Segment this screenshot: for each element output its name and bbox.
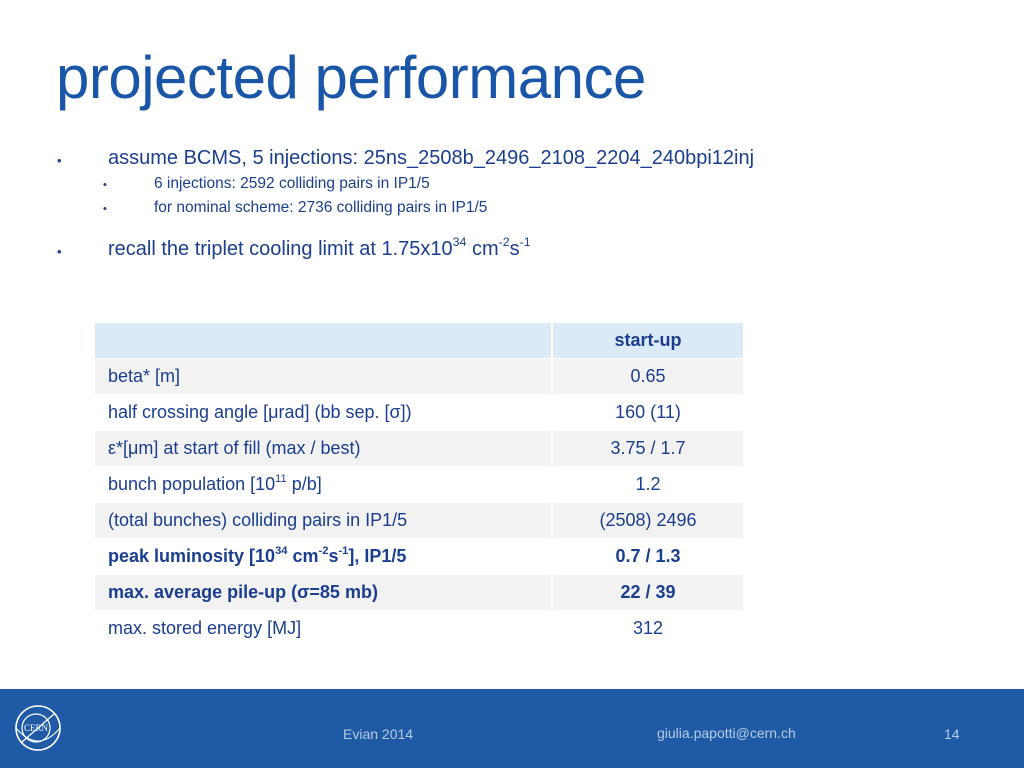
table-row: max. average pile-up (σ=85 mb) 22 / 39 bbox=[93, 574, 745, 611]
row-label: max. stored energy [MJ] bbox=[93, 610, 553, 647]
cern-logo: CERN bbox=[15, 705, 61, 751]
table-header-row: start-up bbox=[93, 322, 745, 359]
table-row: half crossing angle [μrad] (bb sep. [σ])… bbox=[93, 394, 745, 431]
row-label: max. average pile-up (σ=85 mb) bbox=[93, 574, 553, 611]
bullet-bcms: assume BCMS, 5 injections: 25ns_2508b_24… bbox=[108, 147, 755, 169]
row-label: bunch population [1011 p/b] bbox=[93, 466, 553, 503]
row-label: ε*[μm] at start of fill (max / best) bbox=[93, 430, 553, 467]
slide-title: projected performance bbox=[56, 44, 646, 111]
row-value: 3.75 / 1.7 bbox=[551, 430, 745, 467]
footer-page-number: 14 bbox=[944, 726, 960, 742]
table-row: (total bunches) colliding pairs in IP1/5… bbox=[93, 502, 745, 539]
table-row: bunch population [1011 p/b] 1.2 bbox=[93, 466, 745, 503]
bullet-marker: • bbox=[103, 179, 107, 191]
performance-table: start-up beta* [m] 0.65 half crossing an… bbox=[93, 322, 745, 647]
row-value: 1.2 bbox=[551, 466, 745, 503]
table-row: beta* [m] 0.65 bbox=[93, 358, 745, 395]
row-value: 160 (11) bbox=[551, 394, 745, 431]
row-label: half crossing angle [μrad] (bb sep. [σ]) bbox=[93, 394, 553, 431]
row-label: (total bunches) colliding pairs in IP1/5 bbox=[93, 502, 553, 539]
bullet-six-injections: 6 injections: 2592 colliding pairs in IP… bbox=[154, 175, 430, 192]
row-label: beta* [m] bbox=[93, 358, 553, 395]
bullet-nominal-scheme: for nominal scheme: 2736 colliding pairs… bbox=[154, 199, 488, 216]
slide-footer: CERN Evian 2014 giulia.papotti@cern.ch 1… bbox=[0, 689, 1024, 768]
table-row: ε*[μm] at start of fill (max / best) 3.7… bbox=[93, 430, 745, 467]
row-value: 22 / 39 bbox=[551, 574, 745, 611]
table-row: peak luminosity [1034 cm-2s-1], IP1/5 0.… bbox=[93, 538, 745, 575]
row-label: peak luminosity [1034 cm-2s-1], IP1/5 bbox=[93, 538, 553, 575]
row-value: (2508) 2496 bbox=[551, 502, 745, 539]
header-startup-cell: start-up bbox=[551, 322, 745, 359]
header-label-cell bbox=[93, 322, 553, 359]
row-value: 0.7 / 1.3 bbox=[551, 538, 745, 575]
bullet-marker: • bbox=[57, 244, 62, 259]
footer-email: giulia.papotti@cern.ch bbox=[657, 725, 796, 741]
row-value: 312 bbox=[551, 610, 745, 647]
bullet-marker: • bbox=[103, 203, 107, 215]
row-value: 0.65 bbox=[551, 358, 745, 395]
table-row: max. stored energy [MJ] 312 bbox=[93, 610, 745, 647]
footer-event: Evian 2014 bbox=[343, 726, 414, 742]
bullet-cooling-limit: recall the triplet cooling limit at 1.75… bbox=[108, 235, 531, 260]
bullet-marker: • bbox=[57, 153, 62, 168]
logo-lettering: CERN bbox=[24, 723, 49, 733]
